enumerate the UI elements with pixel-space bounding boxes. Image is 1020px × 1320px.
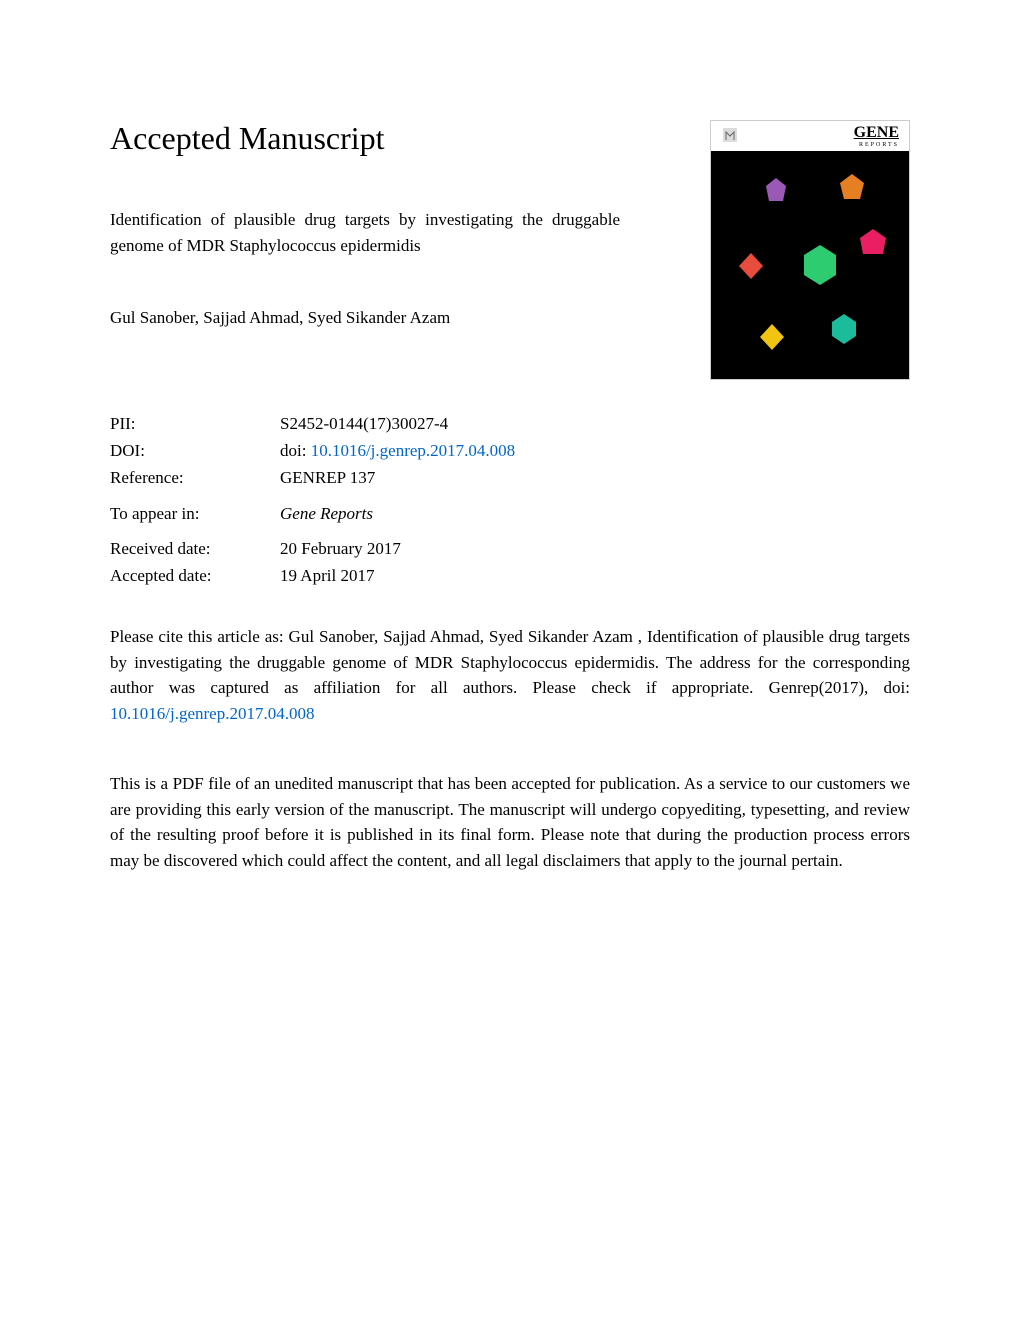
received-value: 20 February 2017 — [280, 535, 910, 562]
decorative-shape-icon — [796, 241, 844, 294]
decorative-shape-icon — [826, 311, 862, 352]
doi-label: DOI: — [110, 437, 280, 464]
cover-header: GENE REPORTS — [711, 121, 909, 151]
metadata-row-pii: PII: S2452-0144(17)30027-4 — [110, 410, 910, 437]
header-section: Accepted Manuscript Identification of pl… — [110, 120, 910, 380]
article-title: Identification of plausible drug targets… — [110, 207, 620, 258]
doi-value: doi: 10.1016/j.genrep.2017.04.008 — [280, 437, 910, 464]
pii-label: PII: — [110, 410, 280, 437]
publisher-logo-icon — [721, 126, 739, 146]
accepted-label: Accepted date: — [110, 562, 280, 589]
appear-value: Gene Reports — [280, 500, 910, 527]
left-column: Accepted Manuscript Identification of pl… — [110, 120, 710, 363]
journal-name: GENE — [854, 124, 899, 142]
reference-label: Reference: — [110, 464, 280, 491]
pii-value: S2452-0144(17)30027-4 — [280, 410, 910, 437]
metadata-row-received: Received date: 20 February 2017 — [110, 535, 910, 562]
disclaimer-text: This is a PDF file of an unedited manusc… — [110, 771, 910, 873]
page-heading: Accepted Manuscript — [110, 120, 690, 157]
citation-text: Please cite this article as: Gul Sanober… — [110, 624, 910, 726]
citation-doi-link[interactable]: 10.1016/j.genrep.2017.04.008 — [110, 704, 314, 723]
citation-body: Please cite this article as: Gul Sanober… — [110, 627, 910, 697]
decorative-shape-icon — [836, 171, 868, 208]
decorative-shape-icon — [856, 226, 891, 266]
metadata-row-accepted: Accepted date: 19 April 2017 — [110, 562, 910, 589]
cover-title-block: GENE REPORTS — [854, 124, 899, 148]
metadata-row-doi: DOI: doi: 10.1016/j.genrep.2017.04.008 — [110, 437, 910, 464]
reference-value: GENREP 137 — [280, 464, 910, 491]
decorative-shape-icon — [756, 321, 788, 358]
journal-subtitle: REPORTS — [854, 142, 899, 148]
metadata-row-appear: To appear in: Gene Reports — [110, 500, 910, 527]
accepted-value: 19 April 2017 — [280, 562, 910, 589]
decorative-shape-icon — [761, 176, 791, 211]
journal-cover: GENE REPORTS — [710, 120, 910, 380]
metadata-table: PII: S2452-0144(17)30027-4 DOI: doi: 10.… — [110, 410, 910, 589]
doi-prefix: doi: — [280, 441, 311, 460]
received-label: Received date: — [110, 535, 280, 562]
authors-list: Gul Sanober, Sajjad Ahmad, Syed Sikander… — [110, 308, 690, 328]
decorative-shape-icon — [736, 251, 766, 286]
doi-link[interactable]: 10.1016/j.genrep.2017.04.008 — [311, 441, 515, 460]
metadata-row-reference: Reference: GENREP 137 — [110, 464, 910, 491]
appear-label: To appear in: — [110, 500, 280, 527]
